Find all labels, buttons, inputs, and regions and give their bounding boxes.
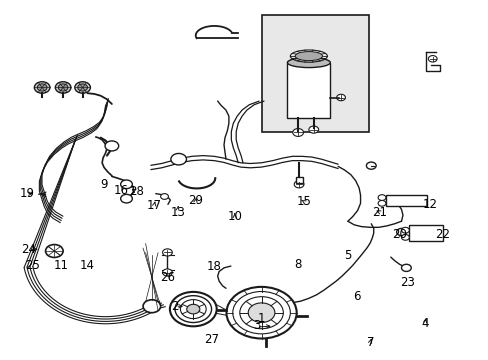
Text: 18: 18	[206, 260, 221, 273]
Circle shape	[377, 201, 385, 206]
Text: 22: 22	[435, 228, 449, 241]
Text: 28: 28	[128, 185, 143, 198]
Circle shape	[45, 244, 63, 257]
Circle shape	[292, 129, 303, 136]
Circle shape	[160, 194, 168, 199]
Circle shape	[121, 194, 132, 203]
Text: 12: 12	[422, 198, 436, 211]
Text: 11: 11	[54, 259, 69, 272]
Bar	[261, 15, 368, 132]
Text: 29: 29	[188, 194, 203, 207]
Text: 14: 14	[80, 259, 95, 272]
Text: 2: 2	[171, 300, 179, 313]
Ellipse shape	[287, 58, 330, 68]
Circle shape	[170, 153, 186, 165]
Text: 20: 20	[391, 228, 406, 241]
Text: 26: 26	[160, 271, 175, 284]
Text: 21: 21	[372, 206, 387, 219]
Circle shape	[401, 227, 408, 233]
Circle shape	[401, 234, 408, 240]
Circle shape	[34, 82, 50, 93]
Circle shape	[308, 126, 318, 133]
Text: 19: 19	[20, 187, 35, 200]
Text: 4: 4	[420, 317, 428, 330]
Circle shape	[143, 300, 160, 313]
Text: 8: 8	[294, 258, 301, 271]
Circle shape	[366, 162, 375, 169]
Circle shape	[294, 181, 304, 188]
Text: 16: 16	[114, 184, 129, 197]
Circle shape	[377, 195, 385, 201]
Circle shape	[401, 264, 410, 271]
Ellipse shape	[295, 51, 322, 60]
Text: 9: 9	[100, 178, 107, 191]
Text: 6: 6	[352, 290, 360, 303]
Text: 15: 15	[296, 195, 311, 208]
Text: 10: 10	[227, 210, 242, 223]
Text: 7: 7	[366, 336, 373, 348]
Text: 5: 5	[344, 249, 351, 262]
Circle shape	[121, 180, 132, 189]
Text: 3: 3	[252, 319, 260, 332]
Circle shape	[58, 84, 68, 91]
Text: 13: 13	[170, 206, 185, 219]
Circle shape	[427, 55, 436, 62]
Text: 23: 23	[399, 276, 414, 289]
Circle shape	[186, 304, 200, 314]
Text: 24: 24	[21, 243, 37, 256]
Circle shape	[396, 228, 406, 235]
Text: 1: 1	[257, 311, 265, 325]
Bar	[408, 225, 443, 241]
Text: 27: 27	[203, 333, 219, 346]
Circle shape	[226, 287, 296, 338]
Circle shape	[55, 82, 71, 93]
Circle shape	[248, 303, 274, 323]
Circle shape	[169, 292, 216, 326]
Bar	[385, 195, 427, 206]
Circle shape	[162, 269, 172, 276]
Circle shape	[162, 249, 172, 256]
Circle shape	[75, 82, 90, 93]
Text: 17: 17	[146, 199, 162, 212]
Text: 25: 25	[25, 259, 40, 272]
Bar	[287, 63, 330, 118]
Bar	[295, 177, 302, 183]
Circle shape	[78, 84, 87, 91]
Circle shape	[105, 141, 119, 151]
Circle shape	[37, 84, 47, 91]
Circle shape	[336, 94, 345, 101]
